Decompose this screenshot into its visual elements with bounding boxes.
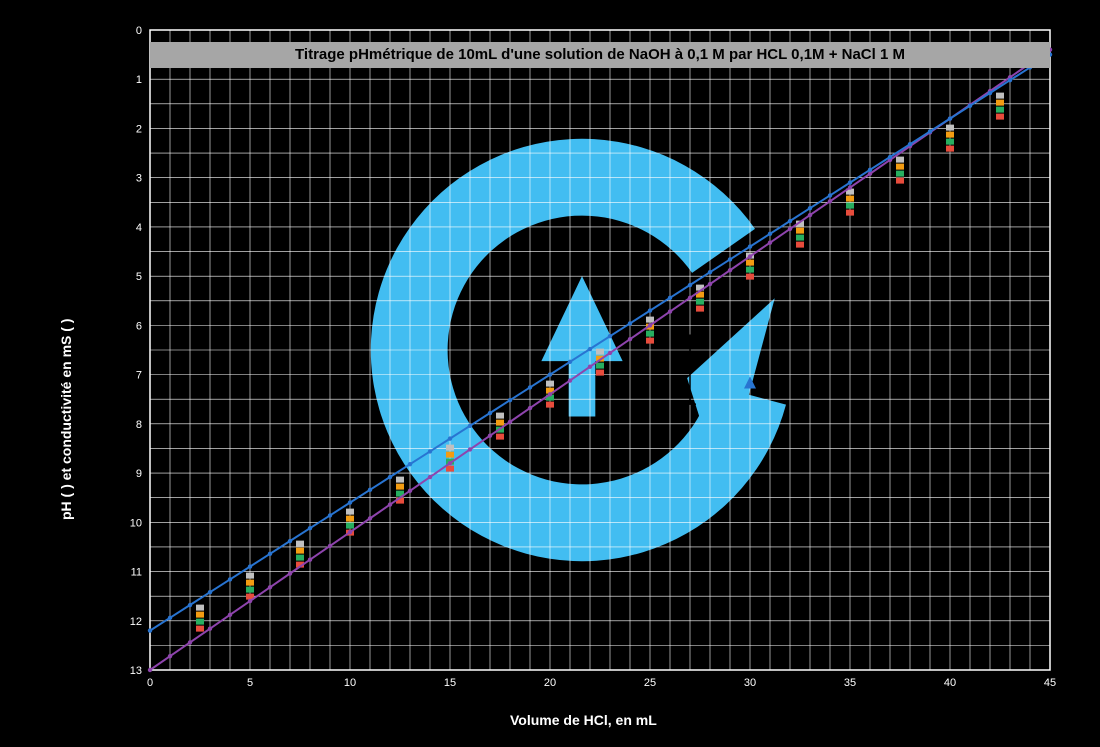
svg-text:40: 40 <box>944 677 956 689</box>
marker-box <box>346 523 354 529</box>
marker-box <box>346 509 354 515</box>
svg-text:0: 0 <box>136 25 142 37</box>
svg-text:1: 1 <box>136 74 142 86</box>
marker-box <box>296 548 304 554</box>
marker-box <box>646 331 654 337</box>
marker-box <box>896 157 904 163</box>
svg-text:10: 10 <box>344 677 356 689</box>
svg-text:12: 12 <box>130 616 142 628</box>
marker-box <box>246 587 254 593</box>
svg-text:20: 20 <box>544 677 556 689</box>
marker-box <box>696 306 704 312</box>
marker-box <box>296 541 304 547</box>
marker-box <box>596 363 604 369</box>
marker-box <box>396 484 404 490</box>
marker-box <box>946 139 954 145</box>
svg-text:4: 4 <box>136 222 142 234</box>
svg-text:8: 8 <box>136 419 142 431</box>
marker-box <box>746 267 754 273</box>
marker-box <box>896 164 904 170</box>
svg-text:2: 2 <box>136 123 142 135</box>
svg-text:35: 35 <box>844 677 856 689</box>
svg-text:9: 9 <box>136 468 142 480</box>
marker-box <box>396 477 404 483</box>
marker-box <box>246 573 254 579</box>
svg-text:13: 13 <box>130 665 142 677</box>
marker-box <box>696 299 704 305</box>
plot-area: 051015202530354045012345678910111213 <box>0 0 1100 747</box>
marker-box <box>196 605 204 611</box>
marker-box <box>496 420 504 426</box>
marker-box <box>896 178 904 184</box>
marker-box <box>996 100 1004 106</box>
svg-text:5: 5 <box>247 677 253 689</box>
marker-box <box>746 260 754 266</box>
marker-box <box>996 93 1004 99</box>
marker-box <box>496 434 504 440</box>
marker-box <box>946 125 954 131</box>
marker-box <box>596 370 604 376</box>
marker-box <box>846 210 854 216</box>
marker-box <box>446 445 454 451</box>
svg-text:3: 3 <box>136 173 142 185</box>
marker-box <box>996 114 1004 120</box>
marker-box <box>846 196 854 202</box>
svg-text:30: 30 <box>744 677 756 689</box>
y-axis-label: pH ( ) et conductivité en mS ( ) <box>58 319 74 520</box>
marker-box <box>346 516 354 522</box>
marker-box <box>546 402 554 408</box>
marker-box <box>196 612 204 618</box>
marker-box <box>446 466 454 472</box>
svg-text:0: 0 <box>147 677 153 689</box>
marker-box <box>646 338 654 344</box>
marker-box <box>996 107 1004 113</box>
svg-text:6: 6 <box>136 320 142 332</box>
marker-box <box>196 626 204 632</box>
marker-box <box>446 452 454 458</box>
marker-box <box>946 132 954 138</box>
marker-box <box>796 228 804 234</box>
marker-box <box>246 580 254 586</box>
marker-box <box>596 349 604 355</box>
svg-text:7: 7 <box>136 370 142 382</box>
svg-text:5: 5 <box>136 271 142 283</box>
marker-box <box>746 274 754 280</box>
marker-box <box>496 413 504 419</box>
marker-box <box>196 619 204 625</box>
svg-text:10: 10 <box>130 517 142 529</box>
svg-text:11: 11 <box>131 567 142 579</box>
marker-box <box>896 171 904 177</box>
chart-title: Titrage pHmétrique de 10mL d'une solutio… <box>150 46 1050 63</box>
marker-box <box>546 381 554 387</box>
y-axis-label-text: pH ( ) et conductivité en mS ( ) <box>58 319 74 520</box>
svg-text:25: 25 <box>644 677 656 689</box>
marker-box <box>296 555 304 561</box>
marker-box <box>946 146 954 152</box>
x-axis-label: Volume de HCl, en mL <box>510 712 657 728</box>
marker-box <box>796 242 804 248</box>
marker-box <box>846 203 854 209</box>
chart-root: Titrage pHmétrique de 10mL d'une solutio… <box>0 0 1100 747</box>
svg-text:45: 45 <box>1044 677 1056 689</box>
marker-box <box>646 317 654 323</box>
marker-box <box>796 235 804 241</box>
svg-text:15: 15 <box>444 677 456 689</box>
